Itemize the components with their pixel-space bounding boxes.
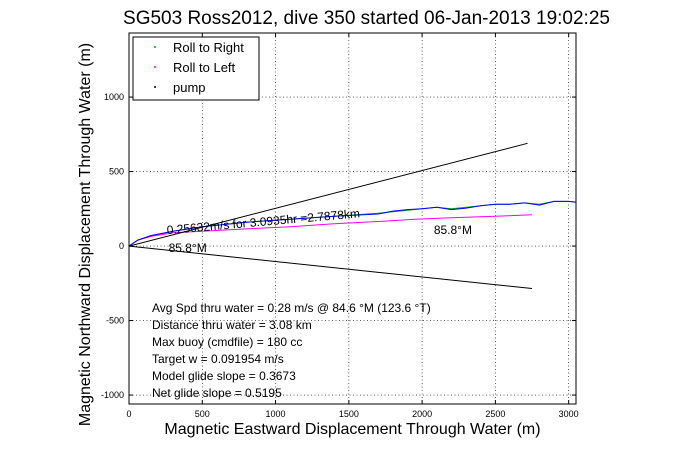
legend-marker bbox=[154, 66, 156, 68]
legend-label: pump bbox=[173, 80, 206, 95]
stats-line: Target w = 0.091954 m/s bbox=[152, 352, 284, 366]
x-tick-label: 3000 bbox=[559, 409, 579, 419]
annotation-label: 0.25632m/s for 3.0935hr =2.7878km bbox=[166, 206, 360, 237]
legend: Roll to Right Roll to Left pump bbox=[132, 36, 260, 101]
legend-box bbox=[132, 36, 260, 101]
legend-label: Roll to Right bbox=[173, 40, 244, 55]
y-axis-label: Magnetic Northward Displacement Through … bbox=[77, 43, 94, 426]
x-tick-label: 2000 bbox=[412, 409, 432, 419]
series-line-1 bbox=[129, 214, 533, 247]
series-line-4 bbox=[129, 245, 533, 289]
stats-line: Distance thru water = 3.08 km bbox=[152, 318, 312, 332]
ticks: 0 500 1000 1500 2000 2500 3000 -1000 -500 0 500 100… bbox=[101, 33, 579, 419]
chart-title: SG503 Ross2012, dive 350 started 06-Jan-… bbox=[123, 8, 610, 29]
x-tick-label: 1000 bbox=[266, 409, 286, 419]
legend-marker bbox=[154, 86, 156, 88]
series-line-2 bbox=[129, 200, 576, 247]
stats-line: Model glide slope = 0.3673 bbox=[152, 369, 296, 383]
legend-label: Roll to Left bbox=[173, 60, 236, 75]
y-tick-label: -500 bbox=[106, 316, 124, 326]
annotation-label: 85.8°M bbox=[169, 241, 207, 255]
annotations: 0.25632m/s for 3.0935hr =2.7878km 85.8°M 8… bbox=[166, 206, 472, 255]
x-tick-label: 2500 bbox=[485, 409, 505, 419]
y-tick-label: -1000 bbox=[101, 390, 124, 400]
series-line-3 bbox=[129, 142, 528, 247]
x-tick-label: 1500 bbox=[339, 409, 359, 419]
y-tick-label: 0 bbox=[119, 241, 124, 251]
plot-frame bbox=[128, 32, 577, 405]
stats-line: Net glide slope = 0.5195 bbox=[152, 386, 282, 400]
x-axis-label: Magnetic Eastward Displacement Through W… bbox=[164, 421, 540, 438]
legend-marker bbox=[154, 46, 156, 48]
x-tick-label: 0 bbox=[126, 409, 131, 419]
stats-box: Avg Spd thru water = 0.28 m/s @ 84.6 °M … bbox=[152, 301, 431, 400]
x-tick-label: 500 bbox=[195, 409, 210, 419]
y-tick-label: 500 bbox=[109, 167, 124, 177]
stats-line: Avg Spd thru water = 0.28 m/s @ 84.6 °M … bbox=[152, 301, 431, 315]
y-tick-label: 1000 bbox=[104, 92, 124, 102]
stats-line: Max buoy (cmdfile) = 180 cc bbox=[152, 335, 302, 349]
series-group bbox=[129, 142, 576, 289]
annotation-label: 85.8°M bbox=[434, 223, 472, 237]
